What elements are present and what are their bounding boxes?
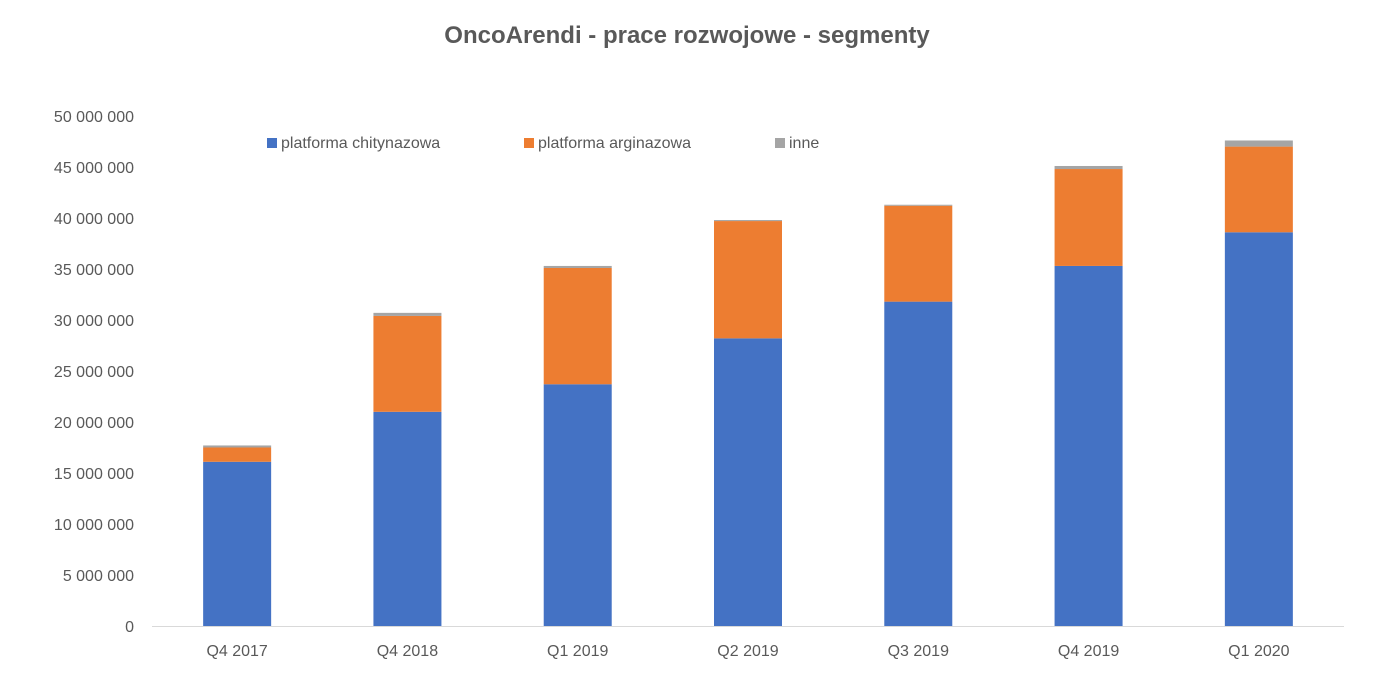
x-tick-label: Q4 2019 bbox=[1058, 643, 1119, 660]
bar-segment-platforma-chitynazowa bbox=[203, 461, 272, 626]
legend-label: platforma chitynazowa bbox=[281, 135, 440, 152]
bar-segment-platforma-arginazowa bbox=[714, 221, 782, 339]
bar-segment-platforma-chitynazowa bbox=[714, 338, 782, 626]
bar-segment-inne bbox=[884, 204, 953, 206]
bar-segment-inne bbox=[543, 265, 612, 268]
y-tick-label: 50 000 000 bbox=[54, 109, 134, 126]
bar-segment-inne bbox=[1224, 140, 1293, 147]
y-tick-label: 20 000 000 bbox=[54, 415, 134, 432]
bars bbox=[203, 140, 1293, 626]
bar-segment-inne bbox=[1054, 165, 1123, 170]
y-tick-label: 40 000 000 bbox=[54, 211, 134, 228]
x-tick-label: Q1 2019 bbox=[547, 643, 608, 660]
bar-segment-platforma-arginazowa bbox=[203, 447, 272, 462]
bar-segment-inne bbox=[714, 220, 782, 222]
bar-segment-platforma-arginazowa bbox=[543, 267, 612, 385]
legend-swatch bbox=[267, 138, 277, 148]
y-tick-label: 45 000 000 bbox=[54, 160, 134, 177]
x-tick-label: Q1 2020 bbox=[1228, 643, 1289, 660]
bar-segment-platforma-arginazowa bbox=[1224, 146, 1293, 233]
y-tick-label: 15 000 000 bbox=[54, 466, 134, 483]
bar-segment-platforma-arginazowa bbox=[1054, 169, 1123, 266]
x-axis: Q4 2017 Q4 2018 Q1 2019 Q2 2019 Q3 2019 Q4 20… bbox=[152, 626, 1344, 660]
bar-segment-platforma-arginazowa bbox=[373, 315, 442, 412]
x-tick-label: Q4 2017 bbox=[206, 643, 267, 660]
y-tick-label: 0 bbox=[125, 619, 134, 636]
legend-label: platforma arginazowa bbox=[538, 135, 691, 152]
y-tick-label: 5 000 000 bbox=[63, 568, 134, 585]
x-tick-label: Q4 2018 bbox=[377, 643, 438, 660]
y-axis: 0 5 000 000 10 000 000 15 000 000 20 000 000… bbox=[54, 109, 134, 636]
bar-segment-platforma-chitynazowa bbox=[1054, 265, 1123, 626]
bar-segment-platforma-chitynazowa bbox=[1224, 232, 1293, 626]
legend: platforma chitynazowa platforma arginazow… bbox=[267, 135, 819, 152]
bar-segment-inne bbox=[203, 445, 272, 448]
y-tick-label: 25 000 000 bbox=[54, 364, 134, 381]
bar-segment-inne bbox=[373, 312, 442, 316]
legend-swatch bbox=[775, 138, 785, 148]
bar-segment-platforma-chitynazowa bbox=[884, 301, 953, 626]
bar-segment-platforma-arginazowa bbox=[884, 205, 953, 302]
y-tick-label: 10 000 000 bbox=[54, 517, 134, 534]
chart-title: OncoArendi - prace rozwojowe - segmenty bbox=[444, 22, 930, 49]
x-tick-label: Q3 2019 bbox=[888, 643, 949, 660]
y-tick-label: 35 000 000 bbox=[54, 262, 134, 279]
x-tick-label: Q2 2019 bbox=[717, 643, 778, 660]
legend-label: inne bbox=[789, 135, 819, 152]
bar-segment-platforma-chitynazowa bbox=[543, 384, 612, 626]
y-tick-label: 30 000 000 bbox=[54, 313, 134, 330]
bar-segment-platforma-chitynazowa bbox=[373, 411, 442, 626]
legend-swatch bbox=[524, 138, 534, 148]
